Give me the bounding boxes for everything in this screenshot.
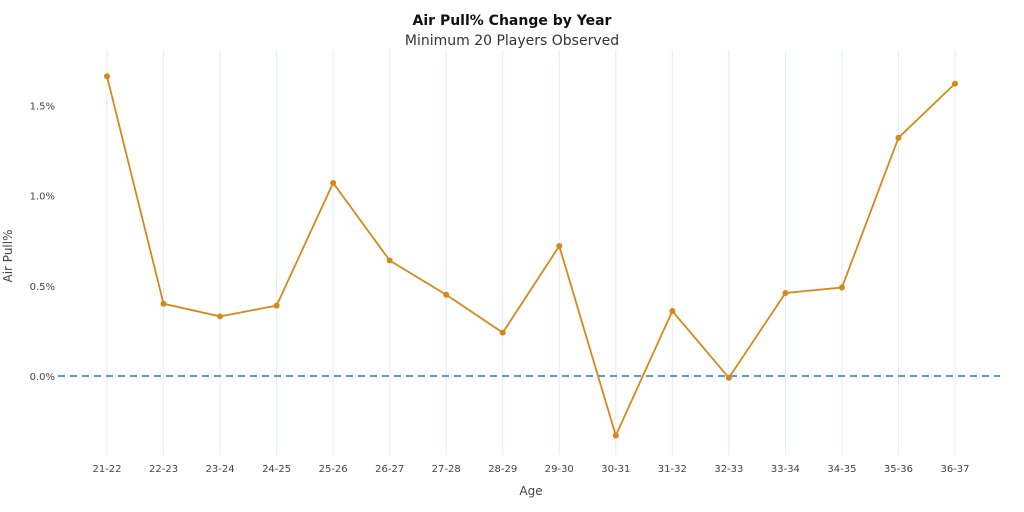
series-line — [106, 76, 956, 439]
x-tick-label: 27-28 — [432, 464, 461, 475]
data-point — [895, 134, 902, 141]
x-tick-label: 32-33 — [714, 464, 743, 475]
data-point — [782, 289, 789, 296]
x-tick-label: 33-34 — [771, 464, 800, 475]
x-tick-label: 26-27 — [375, 464, 404, 475]
data-point — [104, 73, 110, 80]
x-tick-label: 25-26 — [319, 464, 348, 475]
chart-subtitle: Minimum 20 Players Observed — [405, 33, 619, 49]
y-tick-label: 1.0% — [30, 192, 55, 203]
data-point — [725, 374, 732, 381]
data-point — [217, 313, 224, 320]
x-tick-label: 29-30 — [545, 464, 574, 475]
x-tick-label: 21-22 — [92, 464, 121, 475]
data-point — [499, 329, 506, 336]
x-tick-label: 22-23 — [149, 464, 178, 475]
data-point — [386, 257, 393, 264]
x-axis-label: Age — [519, 484, 542, 498]
x-tick-label: 31-32 — [658, 464, 687, 475]
x-tick-label: 23-24 — [206, 464, 235, 475]
y-tick-label: 1.5% — [30, 101, 55, 112]
y-axis-label: Air Pull% — [1, 230, 15, 283]
data-point — [952, 80, 958, 87]
x-tick-label: 34-35 — [827, 464, 856, 475]
x-tick-label: 28-29 — [488, 464, 517, 475]
data-point — [669, 308, 676, 315]
x-tick-label: 30-31 — [601, 464, 630, 475]
chart-title: Air Pull% Change by Year — [413, 13, 612, 29]
data-point — [330, 179, 337, 186]
data-point — [273, 302, 280, 309]
data-point — [160, 300, 167, 307]
data-point — [443, 291, 450, 298]
x-tick-label: 36-37 — [940, 464, 969, 475]
data-point — [556, 243, 563, 250]
y-tick-label: 0.0% — [30, 372, 55, 383]
x-tick-label: 24-25 — [262, 464, 291, 475]
data-point — [838, 284, 845, 291]
y-tick-label: 0.5% — [30, 282, 55, 293]
x-tick-label: 35-36 — [884, 464, 913, 475]
data-point — [612, 432, 619, 439]
